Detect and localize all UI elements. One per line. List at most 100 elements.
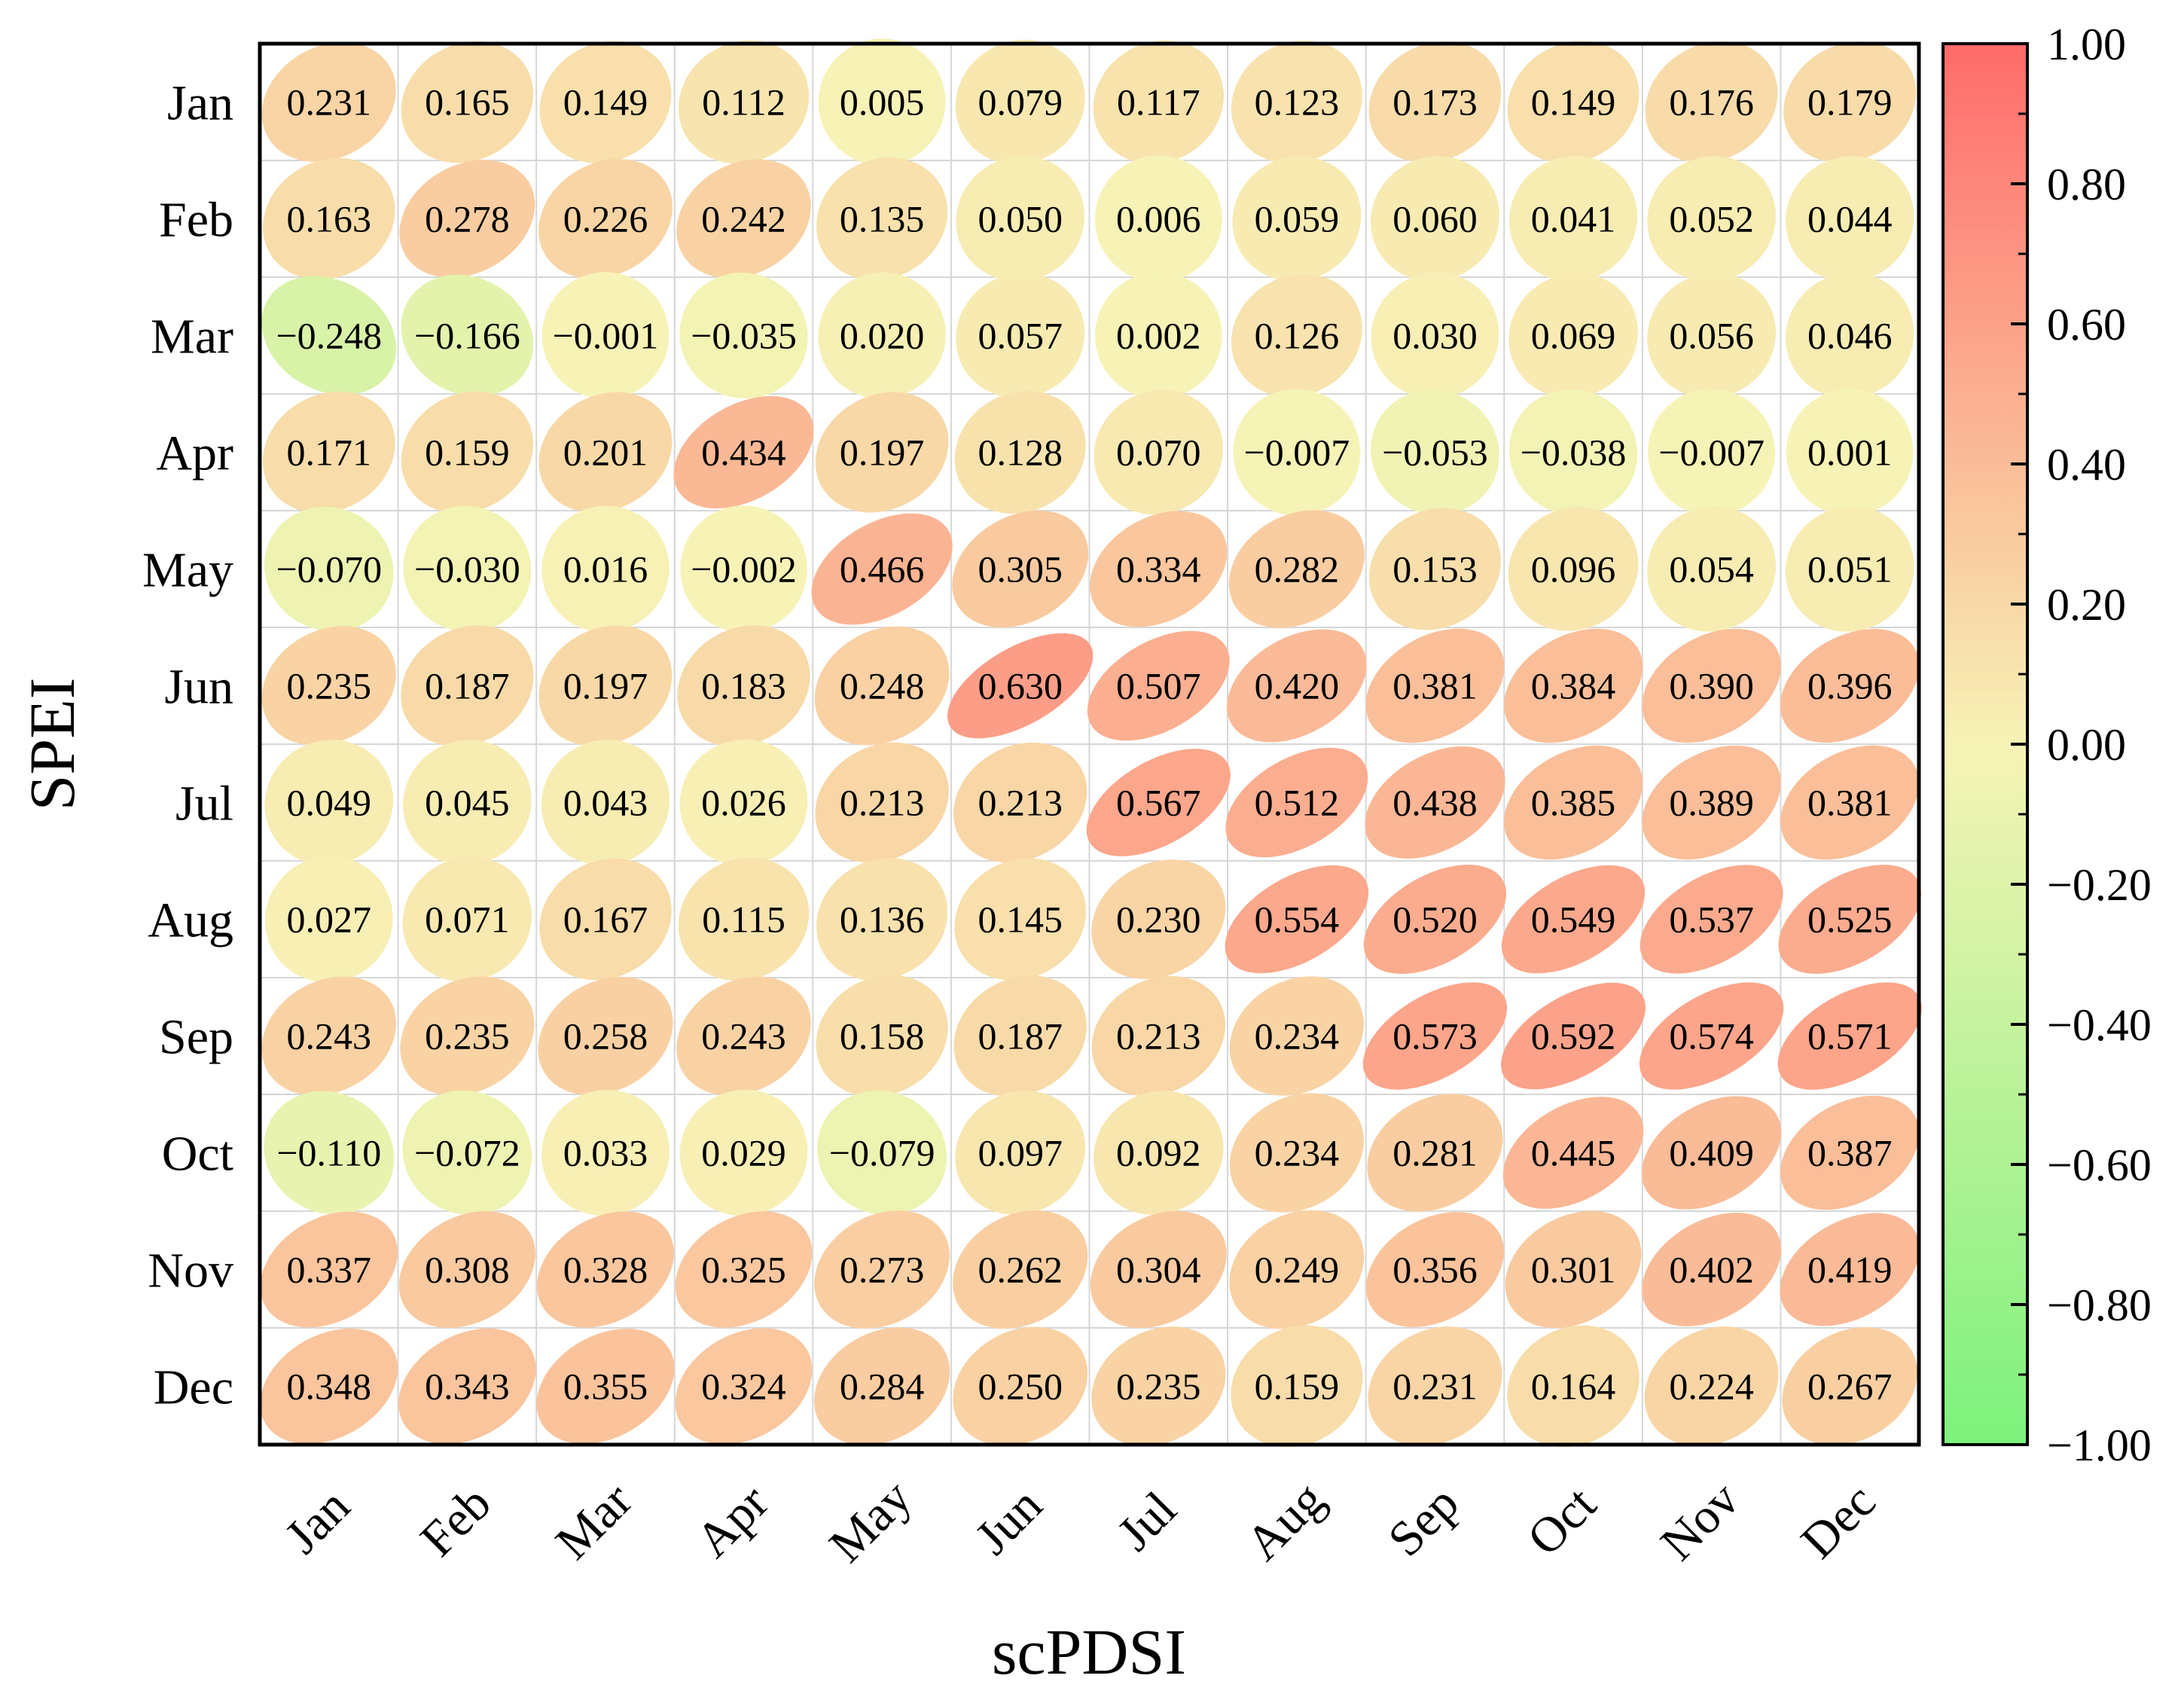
heatmap-ellipse [1639,982,1784,1090]
heatmap-ellipse [1370,156,1500,282]
heatmap-ellipse [1503,745,1643,860]
cell-value-label: 0.384 [1531,665,1616,707]
heatmap-ellipse [1231,1325,1363,1448]
heatmap-ellipse [1363,864,1507,975]
heatmap-ellipse [1505,1210,1642,1329]
cell-value-label: 0.043 [563,782,648,824]
heatmap-ellipse [398,1210,535,1329]
heatmap-ellipse [953,1210,1088,1329]
heatmap-ellipse [1508,156,1638,282]
heatmap-ellipse [1094,155,1222,282]
heatmap-ellipse [1229,1210,1365,1329]
x-tick-label: Dec [1791,1473,1887,1569]
x-tick-label: Feb [410,1476,502,1567]
cell-value-label: 0.051 [1807,548,1893,591]
cell-value-label: 0.059 [1255,198,1340,240]
cell-value-label: 0.258 [563,1015,648,1057]
cell-value-label: 0.020 [840,315,925,357]
cell-value-label: 0.070 [1116,432,1201,474]
heatmap-ellipse [538,159,673,279]
heatmap-ellipse [1642,1213,1782,1326]
cell-value-label: 0.230 [1116,899,1201,941]
colorbar-tick-label: 0.80 [2047,160,2126,209]
heatmap-ellipse [676,159,811,279]
cell-value-label: 0.158 [840,1015,925,1057]
heatmap-ellipse [1780,1095,1920,1210]
cell-value-label: 0.149 [563,81,648,124]
heatmap-ellipse [1090,1210,1227,1329]
cell-value-label: 0.231 [287,81,372,124]
heatmap-ellipse [678,40,810,164]
heatmap-ellipse [1094,272,1222,399]
cell-value-label: 0.179 [1807,81,1893,124]
cell-value-label: 0.213 [840,782,925,824]
cell-value-label: 0.027 [287,899,372,941]
cell-value-label: 0.250 [978,1366,1063,1408]
y-tick-label: Jun [164,660,233,715]
cell-value-label: 0.385 [1531,782,1616,824]
cell-value-label: 0.234 [1255,1015,1340,1057]
heatmap-ellipse [675,1211,813,1328]
heatmap-ellipse [815,742,949,863]
cell-value-label: 0.525 [1807,899,1893,941]
heatmap-ellipse [1642,1096,1782,1210]
heatmap-ellipse [818,272,946,399]
heatmap-ellipse [1783,41,1917,163]
colorbar-tick-label: 1.00 [2047,20,2126,69]
heatmap-ellipse [541,740,670,865]
heatmap-ellipse [260,1211,398,1328]
cell-value-label: 0.054 [1669,548,1754,591]
cell-value-label: 0.164 [1531,1366,1616,1408]
cell-value-label: −0.166 [414,315,520,357]
heatmap-ellipse [1777,982,1922,1090]
cell-value-label: 0.356 [1392,1249,1478,1291]
cell-value-label: −0.007 [1244,432,1350,474]
heatmap-ellipse [1780,1213,1920,1326]
cell-value-label: −0.002 [691,548,797,591]
heatmap-ellipse [1785,156,1914,282]
heatmap-ellipse [260,1328,398,1445]
y-tick-label: Oct [162,1127,233,1182]
heatmap-ellipse [263,157,395,280]
y-tick-label: Jan [167,76,233,131]
cell-value-label: 0.512 [1255,782,1340,824]
cell-value-label: 0.226 [563,198,648,240]
heatmap-ellipse [811,513,953,625]
x-tick-label: Jun [965,1478,1052,1565]
heatmap-ellipse [538,625,673,746]
heatmap-ellipse [954,858,1087,981]
heatmap-ellipse [1371,272,1499,399]
x-tick-label: Oct [1517,1476,1606,1566]
heatmap-ellipse [676,976,811,1096]
cell-value-label: 0.389 [1669,782,1754,824]
cell-value-label: 0.123 [1255,81,1340,124]
cell-value-label: 0.567 [1116,782,1201,824]
heatmap-ellipse [539,41,672,163]
heatmap-ellipse [1232,156,1362,282]
cell-value-label: 0.045 [425,782,510,824]
cell-value-label: 0.249 [1255,1249,1340,1291]
cell-value-label: −0.038 [1521,432,1627,474]
heatmap-ellipse [956,156,1085,282]
cell-value-label: 0.381 [1392,665,1478,707]
cell-value-label: −0.035 [691,315,797,357]
cell-value-label: 0.092 [1116,1132,1201,1174]
cell-value-label: 0.197 [840,432,925,474]
heatmap-ellipse [1508,389,1638,515]
heatmap-ellipse [1231,40,1362,164]
cell-value-label: 0.242 [701,198,786,240]
cell-value-label: 0.030 [1392,315,1478,357]
y-tick-label: Feb [159,193,233,248]
heatmap-ellipse [1371,389,1499,515]
cell-value-label: 0.044 [1807,198,1893,240]
cell-value-label: 0.301 [1531,1249,1616,1291]
cell-value-label: 0.046 [1807,315,1893,357]
heatmap-ellipse [1231,273,1362,398]
cell-value-label: 0.136 [840,899,925,941]
heatmap-ellipse [675,1328,813,1445]
cell-value-label: 0.343 [425,1366,510,1408]
cell-value-label: 0.348 [287,1366,372,1408]
heatmap-ellipse [261,42,396,162]
heatmap-ellipse [539,858,672,981]
